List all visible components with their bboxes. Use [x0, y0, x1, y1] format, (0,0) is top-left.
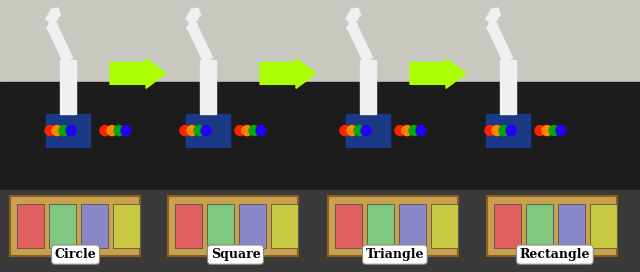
Bar	[367, 204, 394, 248]
Text: Rectangle: Rectangle	[520, 248, 590, 261]
Bar	[113, 204, 140, 248]
Circle shape	[121, 126, 131, 135]
FancyArrow shape	[47, 22, 72, 62]
Text: Triangle: Triangle	[365, 248, 424, 261]
Bar	[207, 204, 234, 248]
Bar	[10, 196, 140, 256]
Circle shape	[361, 126, 371, 135]
Text: Square: Square	[211, 248, 260, 261]
Circle shape	[542, 126, 552, 135]
Bar	[200, 60, 216, 114]
Circle shape	[506, 126, 516, 135]
Bar	[399, 204, 426, 248]
Circle shape	[402, 126, 412, 135]
Circle shape	[201, 126, 211, 135]
FancyArrow shape	[410, 58, 466, 88]
Circle shape	[549, 126, 559, 135]
Bar	[346, 114, 390, 147]
Bar	[46, 114, 90, 147]
Bar	[49, 204, 76, 248]
Bar	[360, 60, 376, 114]
Circle shape	[66, 126, 76, 135]
Bar	[328, 196, 458, 256]
Circle shape	[100, 126, 110, 135]
Circle shape	[340, 126, 350, 135]
FancyArrow shape	[45, 8, 61, 24]
Bar	[0, 190, 640, 272]
Bar	[186, 114, 230, 147]
Bar	[431, 204, 458, 248]
Bar	[494, 204, 521, 248]
Bar	[168, 196, 298, 256]
Bar	[175, 204, 202, 248]
Circle shape	[535, 126, 545, 135]
Bar	[81, 204, 108, 248]
Circle shape	[180, 126, 190, 135]
Circle shape	[242, 126, 252, 135]
Bar	[0, 82, 640, 190]
Circle shape	[187, 126, 197, 135]
Circle shape	[107, 126, 117, 135]
FancyArrow shape	[486, 8, 500, 24]
Circle shape	[492, 126, 502, 135]
FancyArrow shape	[110, 58, 166, 88]
Circle shape	[347, 126, 357, 135]
Bar	[60, 60, 76, 114]
Circle shape	[485, 126, 495, 135]
Circle shape	[499, 126, 509, 135]
Bar	[239, 204, 266, 248]
Circle shape	[409, 126, 419, 135]
Bar	[558, 204, 585, 248]
FancyArrow shape	[187, 22, 212, 62]
Circle shape	[59, 126, 69, 135]
Bar	[0, 0, 640, 177]
FancyArrow shape	[260, 58, 316, 88]
Bar	[526, 204, 553, 248]
Bar	[335, 204, 362, 248]
Circle shape	[416, 126, 426, 135]
Circle shape	[235, 126, 245, 135]
Circle shape	[45, 126, 55, 135]
Circle shape	[395, 126, 405, 135]
FancyArrow shape	[186, 8, 200, 24]
Circle shape	[194, 126, 204, 135]
Text: Circle: Circle	[54, 248, 97, 261]
Circle shape	[354, 126, 364, 135]
Circle shape	[256, 126, 266, 135]
FancyArrow shape	[346, 8, 360, 24]
Circle shape	[52, 126, 62, 135]
FancyArrow shape	[347, 22, 372, 62]
Circle shape	[249, 126, 259, 135]
Bar	[17, 204, 44, 248]
Circle shape	[114, 126, 124, 135]
Bar	[271, 204, 298, 248]
Bar	[590, 204, 617, 248]
Bar	[500, 60, 516, 114]
FancyArrow shape	[486, 22, 513, 62]
Circle shape	[556, 126, 566, 135]
Bar	[487, 196, 617, 256]
Bar	[486, 114, 530, 147]
